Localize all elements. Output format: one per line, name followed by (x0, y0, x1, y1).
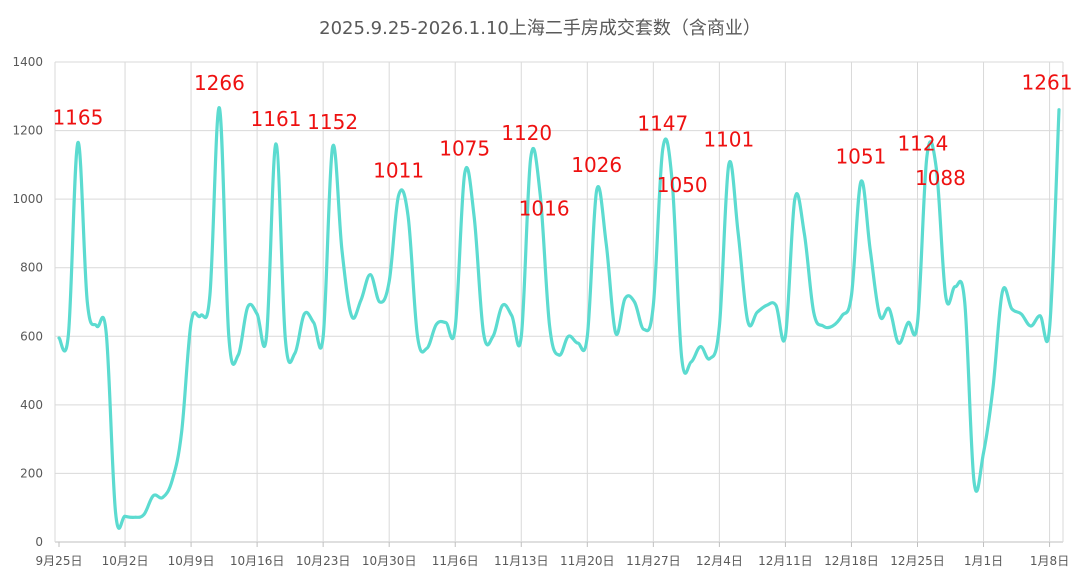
chart-title: 2025.9.25-2026.1.10上海二手房成交套数（含商业） (319, 18, 761, 39)
x-tick-label: 10月2日 (102, 554, 149, 568)
x-tick-label: 10月30日 (362, 554, 417, 568)
x-tick-label: 12月4日 (696, 554, 743, 568)
x-axis-ticks: 9月25日 10月2日 10月9日 10月16日 10月23日 10月30日 11月6日 11… (36, 554, 1070, 568)
x-tick-label: 12月18日 (824, 554, 879, 568)
y-tick-label: 1200 (12, 124, 43, 138)
data-label: 1152 (307, 110, 358, 134)
data-label: 1026 (571, 153, 622, 177)
x-tick-label: 11月20日 (560, 554, 615, 568)
x-tick-label: 10月23日 (296, 554, 351, 568)
y-tick-label: 1400 (12, 55, 43, 69)
x-tick-label: 1月8日 (1030, 554, 1069, 568)
data-label: 1120 (501, 121, 552, 145)
y-tick-label: 1000 (12, 192, 43, 206)
x-tick-label: 1月1日 (964, 554, 1003, 568)
x-tick-label: 12月25日 (890, 554, 945, 568)
y-tick-label: 600 (20, 329, 43, 343)
data-label: 1011 (373, 158, 424, 182)
y-tick-label: 0 (35, 535, 43, 549)
x-tick-label: 10月9日 (168, 554, 215, 568)
x-tick-label: 12月11日 (758, 554, 813, 568)
y-axis-ticks: 0 200 400 600 800 1000 1200 1400 (12, 55, 43, 549)
data-label: 1050 (657, 173, 708, 197)
data-label: 1051 (835, 145, 886, 169)
series-layer (57, 106, 1061, 530)
data-label: 1147 (637, 112, 688, 136)
data-label: 1261 (1022, 71, 1073, 95)
x-tick-label: 11月13日 (494, 554, 549, 568)
data-label: 1161 (251, 107, 302, 131)
data-label: 1016 (519, 197, 570, 221)
x-tick-label: 11月6日 (432, 554, 479, 568)
data-label: 1165 (52, 106, 103, 130)
y-tick-label: 200 (20, 466, 43, 480)
data-label: 1124 (897, 132, 948, 156)
x-tick-label: 9月25日 (36, 554, 83, 568)
series-line (57, 106, 1061, 530)
data-label: 1266 (194, 71, 245, 95)
data-label: 1075 (439, 136, 490, 160)
y-tick-label: 400 (20, 398, 43, 412)
data-label: 1088 (915, 166, 966, 190)
data-label: 1101 (703, 128, 754, 152)
x-tick-label: 10月16日 (230, 554, 285, 568)
y-tick-label: 800 (20, 261, 43, 275)
x-tick-label: 11月27日 (626, 554, 681, 568)
